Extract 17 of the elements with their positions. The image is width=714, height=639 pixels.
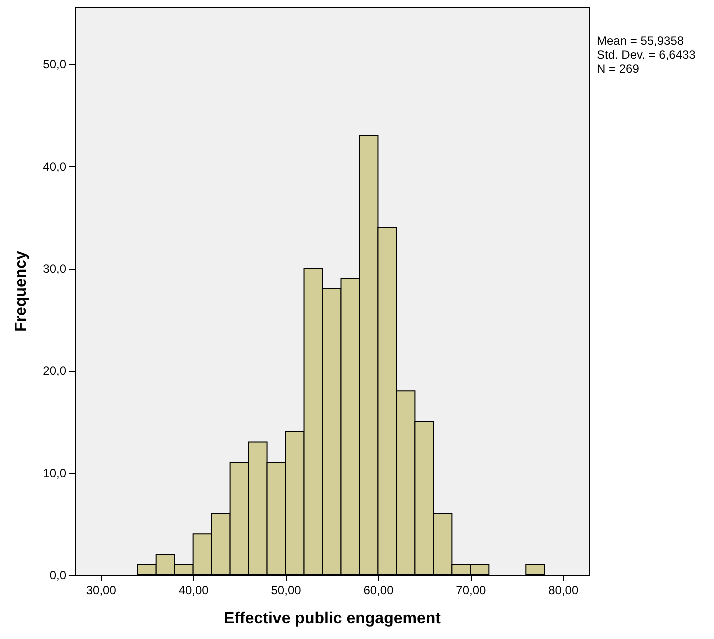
y-axis-title: Frequency xyxy=(13,250,30,332)
x-tick-label: 30,00 xyxy=(86,584,117,598)
x-tick-label: 40,00 xyxy=(178,584,210,598)
text: Std. Dev. = 6,6433 xyxy=(597,48,696,62)
y-tick-label: 30,0 xyxy=(43,262,67,276)
y-tick-label: 0,0 xyxy=(50,568,67,582)
x-tick-label: 60,00 xyxy=(364,584,394,598)
y-tick-label: 20,0 xyxy=(43,364,67,378)
x-tick-label: 50,00 xyxy=(271,584,302,598)
x-tick-label: 70,00 xyxy=(456,584,487,598)
text: N = 269 xyxy=(597,62,640,76)
text: Mean = 55,9358 xyxy=(597,34,686,48)
y-tick-label: 10,0 xyxy=(43,466,67,480)
x-axis-title: Effective public engagement xyxy=(224,610,442,628)
y-tick-label: 40,0 xyxy=(43,160,67,174)
y-tick-label: 50,0 xyxy=(43,58,67,72)
x-tick-label: 80,00 xyxy=(548,584,579,598)
